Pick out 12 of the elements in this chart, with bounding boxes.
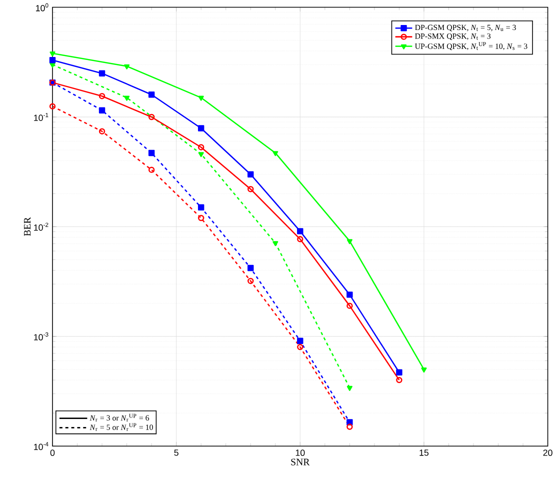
x-tick-label: 5 — [174, 450, 178, 456]
y-axis-title: BER — [24, 217, 31, 236]
x-axis-title: SNR — [291, 458, 310, 466]
x-tick-label: 0 — [50, 450, 55, 456]
x-tick-label: 10 — [296, 450, 305, 456]
y-tick-label: 10$^{-2}$ — [34, 222, 48, 231]
y-tick-label: 10$^{-4}$ — [34, 442, 48, 450]
x-tick-label: 15 — [420, 450, 429, 456]
x-tick-label: 20 — [543, 450, 552, 456]
y-tick-label: 10$^{-3}$ — [34, 332, 48, 341]
y-tick-label: 10$^{0}$ — [36, 3, 48, 12]
y-tick-label: 10$^{-1}$ — [34, 113, 48, 122]
